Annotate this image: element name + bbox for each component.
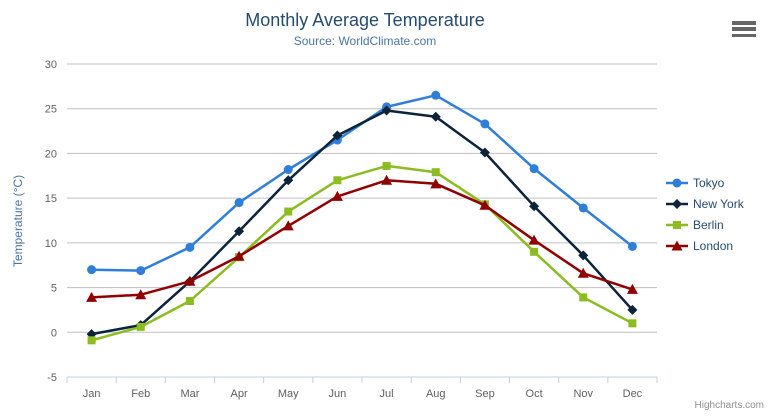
- x-tick-label: Feb: [131, 388, 150, 400]
- x-tick-label: Nov: [573, 388, 593, 400]
- series-line-london: [90, 179, 634, 299]
- chart-title: Monthly Average Temperature: [245, 10, 485, 30]
- legend-marker-icon: [666, 221, 688, 229]
- x-tick-label: Dec: [623, 388, 643, 400]
- data-point-london-jan[interactable]: [86, 291, 98, 302]
- legend-item-berlin[interactable]: Berlin: [666, 218, 744, 232]
- legend-label: Tokyo: [693, 176, 725, 190]
- data-point-berlin-dec[interactable]: [628, 319, 637, 328]
- data-point-london-oct[interactable]: [528, 234, 540, 245]
- data-point-berlin-may[interactable]: [284, 207, 293, 216]
- data-point-tokyo-apr[interactable]: [234, 198, 244, 208]
- data-point-tokyo-dec[interactable]: [627, 241, 637, 251]
- x-tick-label: Sep: [475, 388, 495, 400]
- x-tick-label: Oct: [526, 388, 543, 400]
- legend: Tokyo New York Berlin London: [666, 176, 744, 253]
- chart-subtitle: Source: WorldClimate.com: [293, 34, 437, 48]
- y-tick-label: 5: [51, 283, 57, 295]
- credits-link[interactable]: Highcharts.com: [694, 400, 764, 411]
- data-point-tokyo-mar[interactable]: [185, 242, 195, 252]
- data-point-new-york-jun[interactable]: [332, 130, 343, 141]
- data-point-tokyo-sep[interactable]: [480, 119, 490, 129]
- data-point-new-york-aug[interactable]: [430, 111, 441, 122]
- data-point-london-nov[interactable]: [577, 267, 589, 278]
- x-tick-label: Mar: [180, 388, 199, 400]
- data-point-london-jun[interactable]: [331, 190, 343, 201]
- x-tick-label: Jan: [83, 388, 101, 400]
- y-tick-label: -5: [47, 372, 57, 384]
- series-line-new-york: [90, 109, 634, 336]
- data-point-new-york-may[interactable]: [283, 175, 294, 186]
- x-tick-label: Jun: [329, 388, 347, 400]
- y-tick-label: 15: [45, 193, 57, 205]
- data-point-berlin-aug[interactable]: [431, 168, 440, 177]
- legend-marker-icon: [666, 240, 688, 251]
- legend-marker-icon: [666, 178, 688, 188]
- data-point-berlin-nov[interactable]: [579, 293, 588, 302]
- x-tick-label: Apr: [231, 388, 248, 400]
- y-tick-label: 30: [45, 59, 57, 71]
- data-point-berlin-jun[interactable]: [333, 176, 342, 185]
- data-point-new-york-sep[interactable]: [479, 147, 490, 158]
- y-tick-label: 20: [45, 148, 57, 160]
- legend-label: New York: [693, 197, 744, 211]
- series-line-berlin: [90, 164, 634, 342]
- series-line-tokyo: [90, 94, 634, 272]
- data-point-berlin-jan[interactable]: [87, 336, 96, 345]
- y-tick-label: 10: [45, 238, 57, 250]
- data-point-tokyo-oct[interactable]: [529, 164, 539, 174]
- legend-label: London: [693, 239, 734, 253]
- data-point-new-york-jul[interactable]: [381, 105, 392, 116]
- data-point-tokyo-may[interactable]: [283, 165, 293, 175]
- data-point-tokyo-aug[interactable]: [431, 90, 441, 100]
- data-point-berlin-jul[interactable]: [382, 161, 391, 170]
- legend-item-tokyo[interactable]: Tokyo: [666, 176, 744, 190]
- data-point-tokyo-nov[interactable]: [578, 203, 588, 213]
- data-point-berlin-oct[interactable]: [530, 247, 539, 256]
- data-point-new-york-apr[interactable]: [234, 226, 245, 237]
- data-point-new-york-oct[interactable]: [529, 201, 540, 212]
- data-point-berlin-mar[interactable]: [185, 296, 194, 305]
- y-tick-label: 25: [45, 104, 57, 116]
- data-point-tokyo-feb[interactable]: [136, 266, 146, 276]
- data-point-london-jul[interactable]: [381, 174, 393, 185]
- legend-marker-icon: [666, 199, 688, 209]
- data-point-london-mar[interactable]: [184, 275, 196, 286]
- data-point-london-sep[interactable]: [479, 199, 491, 210]
- legend-item-london[interactable]: London: [666, 239, 744, 253]
- data-point-london-apr[interactable]: [233, 250, 245, 261]
- data-point-london-feb[interactable]: [135, 289, 147, 300]
- legend-label: Berlin: [693, 218, 724, 232]
- hamburger-menu-icon[interactable]: [732, 21, 756, 37]
- data-point-new-york-dec[interactable]: [627, 304, 638, 315]
- data-point-berlin-feb[interactable]: [136, 322, 145, 331]
- data-point-tokyo-jan[interactable]: [87, 265, 97, 275]
- data-point-london-dec[interactable]: [626, 283, 638, 294]
- data-point-london-may[interactable]: [282, 220, 294, 231]
- x-tick-label: May: [278, 388, 299, 400]
- x-tick-label: Aug: [426, 388, 446, 400]
- y-tick-label: 0: [51, 327, 57, 339]
- data-point-london-aug[interactable]: [430, 178, 442, 189]
- legend-item-new-york[interactable]: New York: [666, 197, 744, 211]
- data-point-new-york-nov[interactable]: [578, 250, 589, 261]
- x-tick-label: Jul: [380, 388, 394, 400]
